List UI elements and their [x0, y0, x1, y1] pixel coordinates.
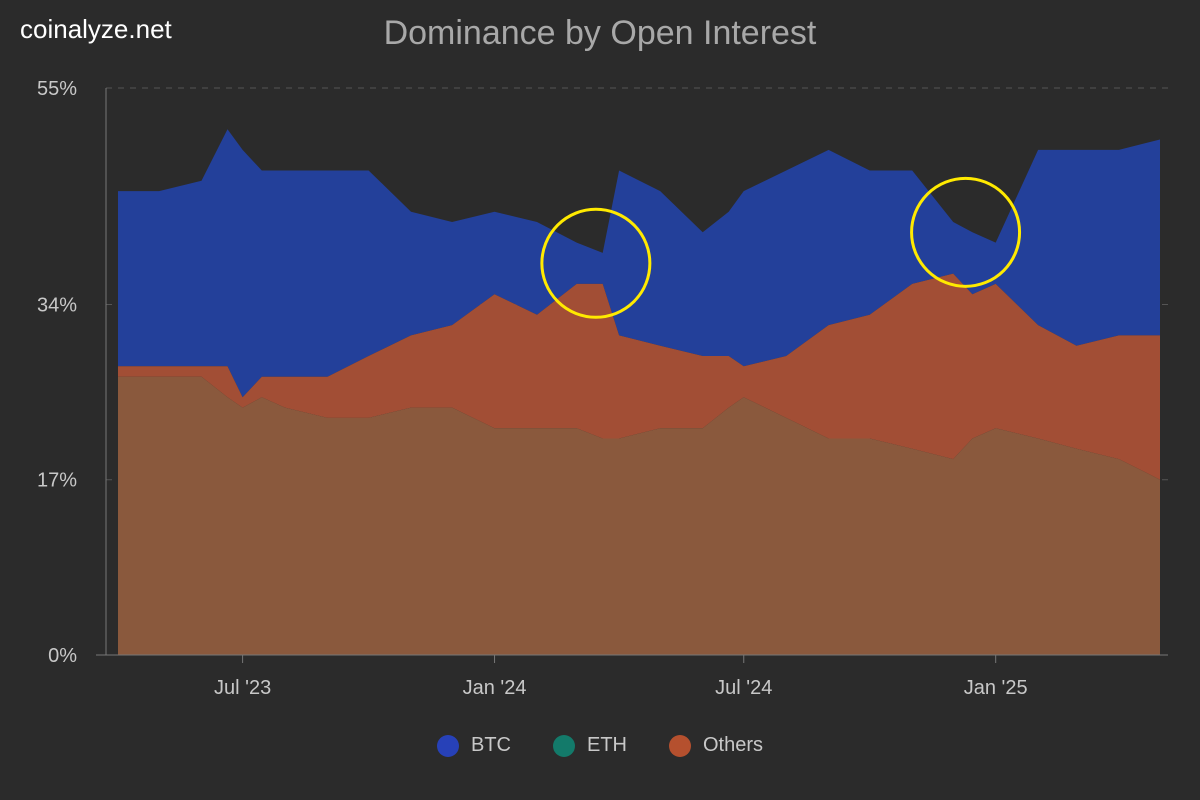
highlight-circle-2 [910, 176, 1022, 288]
legend-item-others[interactable]: Others [668, 734, 764, 757]
btc-area [118, 129, 1160, 398]
y-tick-label: 34% [37, 294, 77, 316]
legend-swatch-others [668, 734, 691, 757]
legend-item-btc[interactable]: BTC [436, 734, 511, 757]
x-tick-label: Jul '23 [214, 677, 271, 699]
x-tick-label: Jan '25 [964, 677, 1028, 699]
x-tick-label: Jan '24 [463, 677, 527, 699]
y-tick-label: 17% [37, 470, 77, 492]
highlight-circle-1 [540, 207, 652, 319]
legend-swatch-eth [552, 734, 575, 757]
legend-label-others: Others [702, 734, 764, 756]
chart-title: Dominance by Open Interest [383, 14, 817, 52]
eth-area [118, 273, 1160, 480]
brand-logo: coinalyze.net [20, 14, 172, 44]
legend-item-eth[interactable]: ETH [552, 734, 627, 757]
legend-label-eth: ETH [586, 734, 627, 756]
y-tick-label: 55% [37, 78, 77, 100]
legend-swatch-btc [436, 734, 459, 757]
others-area [118, 376, 1160, 655]
x-tick-label: Jul '24 [715, 677, 772, 699]
y-tick-label: 0% [48, 645, 77, 667]
legend-label-btc: BTC [470, 734, 511, 756]
chart-legend: BTC ETH Others [0, 734, 1200, 757]
